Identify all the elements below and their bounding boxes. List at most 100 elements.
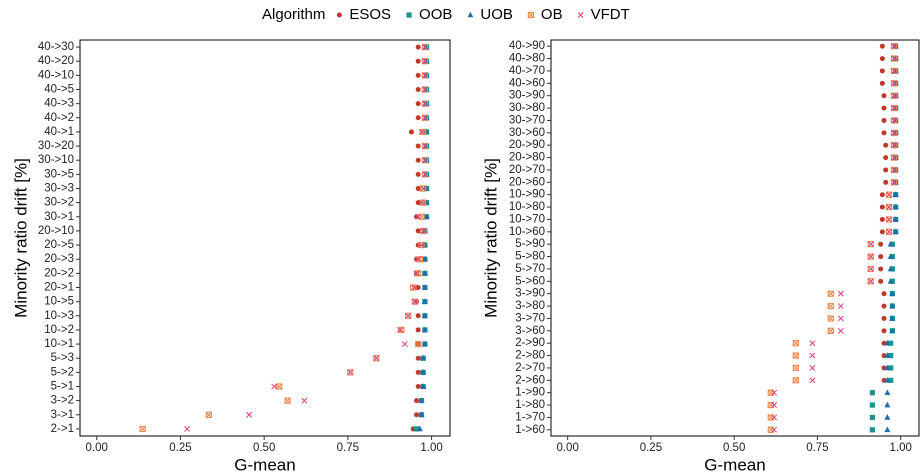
marker [887, 253, 894, 259]
marker-triangle [884, 414, 891, 420]
marker-circle [415, 313, 421, 319]
marker-square-outline [421, 58, 429, 65]
y-tick-label: 20->80 [509, 152, 545, 164]
marker [415, 72, 421, 78]
marker-stroke [415, 270, 422, 277]
marker-stroke [891, 67, 898, 74]
y-tick-label: 20->60 [509, 176, 545, 188]
marker-circle [881, 328, 887, 334]
marker-square-outline [827, 315, 834, 322]
marker-stroke [771, 389, 778, 396]
y-tick-label: 20->3 [44, 253, 74, 265]
marker [891, 142, 898, 149]
marker [892, 216, 899, 222]
marker-triangle [884, 339, 891, 346]
marker-square-outline [276, 383, 283, 390]
marker [809, 364, 816, 371]
y-tick-label: 20->10 [38, 225, 74, 237]
marker [414, 412, 420, 418]
marker-square-outline [890, 43, 898, 50]
marker-circle [415, 143, 421, 149]
marker [467, 11, 474, 18]
marker-square [869, 390, 875, 396]
marker [837, 327, 844, 334]
marker-square-outline [418, 241, 425, 249]
marker-square-outline [867, 253, 874, 260]
marker-stroke [886, 228, 893, 235]
marker-stroke [771, 426, 778, 433]
marker [421, 143, 428, 150]
marker-square [413, 426, 420, 432]
marker [246, 411, 253, 418]
marker-square-outline [890, 92, 898, 99]
marker-circle [408, 129, 414, 135]
y-tick-label: 30->1 [44, 211, 74, 223]
panel: 0.00 0.25 0.50 0.75 1.00 40->30 40->20 40->10 40… [11, 39, 451, 474]
marker-circle [878, 278, 884, 284]
marker-stroke [276, 383, 283, 390]
y-tick-label: 5->3 [51, 352, 74, 364]
marker-square-outline [890, 179, 898, 186]
marker-square [888, 365, 894, 371]
marker [892, 191, 899, 197]
marker [406, 12, 412, 18]
marker-stroke [271, 383, 278, 390]
marker-square-outline [890, 129, 898, 136]
x-axis-title: G-mean [704, 455, 765, 474]
marker-circle [415, 101, 421, 107]
marker [415, 143, 421, 149]
marker-square-outline [421, 114, 429, 121]
marker-circle [415, 228, 421, 234]
legend: Algorithm ESOS OOB UOB OB VFDT [262, 6, 630, 23]
y-tick-label: 3->70 [515, 312, 545, 324]
y-tick-label: 1->90 [515, 387, 545, 399]
marker-triangle [892, 191, 899, 197]
marker-stroke [891, 92, 898, 99]
marker [809, 352, 816, 359]
y-tick-label: 3->90 [515, 288, 545, 300]
y-tick-label: 20->70 [509, 164, 545, 176]
marker-stroke [398, 326, 405, 333]
marker-triangle [423, 128, 430, 135]
y-tick-label: 40->60 [509, 77, 545, 89]
marker [421, 157, 428, 164]
marker [771, 402, 778, 409]
marker [889, 290, 896, 296]
legend-item: OB [527, 6, 563, 23]
marker [881, 130, 887, 136]
marker-square-outline [890, 166, 898, 174]
marker-square-outline [890, 67, 898, 75]
marker-triangle [416, 425, 423, 432]
marker [415, 171, 421, 177]
legend-label: OOB [419, 6, 452, 23]
marker [421, 72, 428, 79]
marker [415, 340, 422, 348]
marker [837, 315, 844, 322]
marker-circle [415, 72, 421, 78]
marker-stroke [373, 355, 380, 362]
legend-item: ESOS [336, 6, 391, 23]
marker-stroke [891, 142, 898, 149]
marker [271, 383, 278, 390]
marker-triangle [423, 199, 430, 205]
marker-stroke [577, 12, 584, 18]
y-tick-label: 40->30 [38, 41, 74, 53]
x-tick-label: 0.50 [253, 442, 275, 454]
marker-stroke [527, 12, 534, 18]
legend-item: UOB [467, 6, 513, 23]
marker [891, 129, 898, 136]
marker [792, 352, 799, 359]
marker-stroke [867, 241, 874, 248]
marker [415, 157, 421, 163]
marker-triangle [884, 426, 891, 433]
marker-circle [878, 241, 884, 247]
marker [884, 389, 891, 395]
marker [405, 312, 412, 319]
marker-square-outline [885, 203, 893, 211]
marker [889, 327, 896, 334]
marker-circle [881, 315, 887, 321]
marker [867, 265, 874, 272]
marker [792, 364, 799, 372]
marker [401, 341, 408, 348]
marker [827, 290, 834, 297]
